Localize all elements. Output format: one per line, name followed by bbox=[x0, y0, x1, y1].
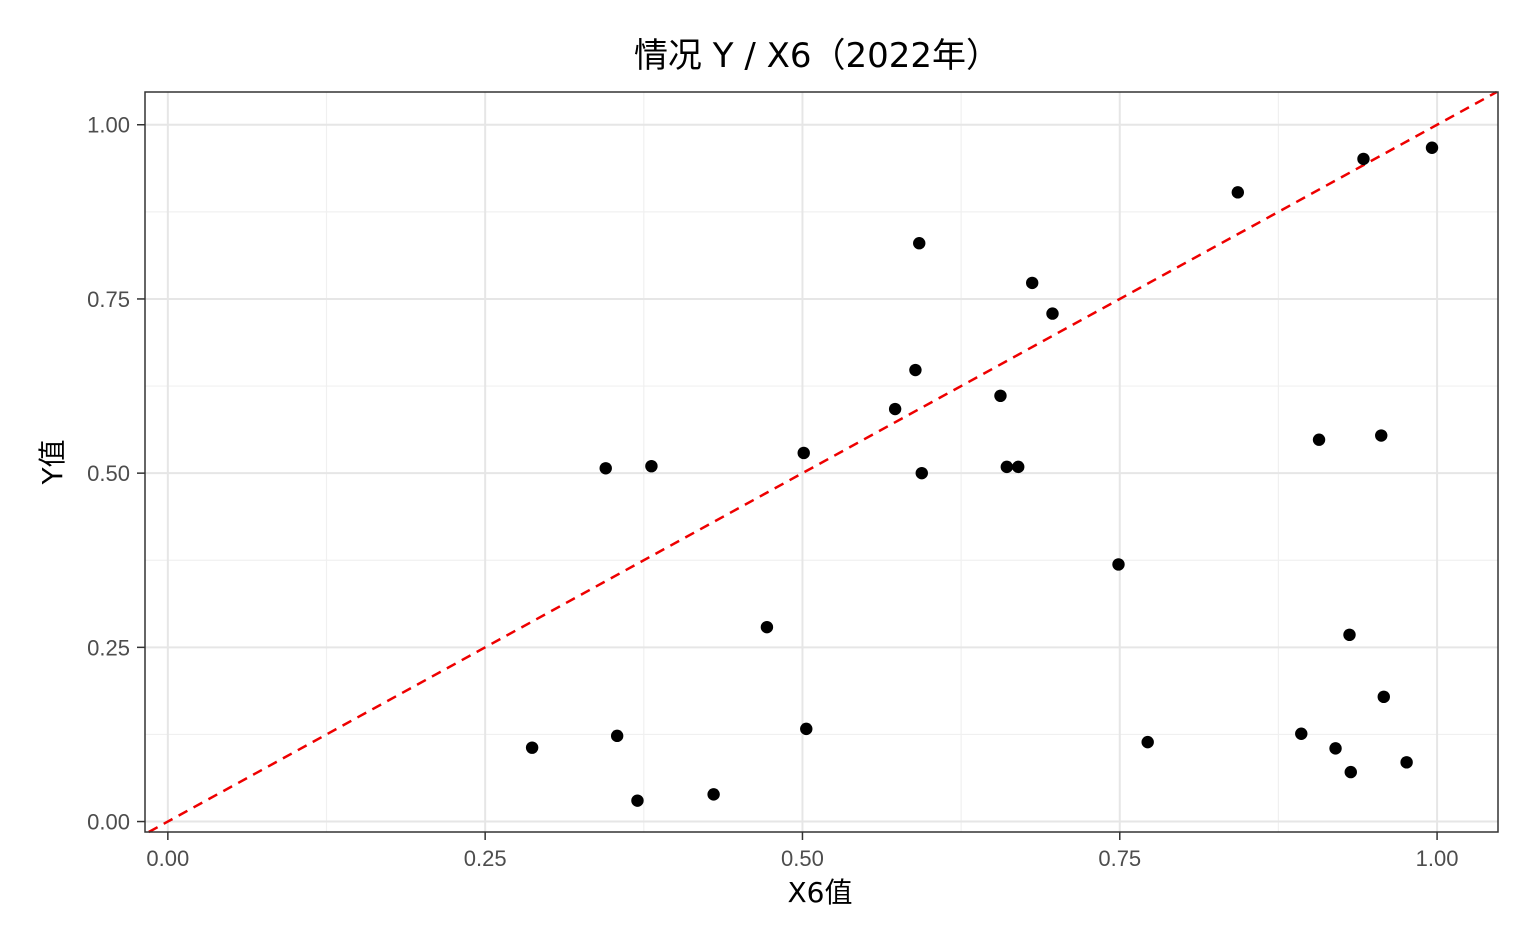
data-point bbox=[525, 741, 539, 754]
x-axis-title: X6值 bbox=[788, 876, 853, 909]
data-point bbox=[1141, 735, 1154, 749]
data-point bbox=[1343, 628, 1356, 642]
data-point bbox=[994, 389, 1007, 403]
y-axis-title: Y值 bbox=[36, 439, 69, 485]
reference-line-layer bbox=[148, 90, 1498, 834]
data-point bbox=[1375, 429, 1388, 442]
y-tick-label: 0.00 bbox=[87, 810, 130, 835]
reference-diagonal-line bbox=[148, 90, 1498, 834]
chart-title: 情况 Y / X6（2022年） bbox=[634, 36, 1000, 76]
data-point bbox=[1231, 186, 1245, 199]
data-points bbox=[525, 141, 1439, 807]
data-point bbox=[1377, 690, 1390, 704]
x-tick-label: 0.50 bbox=[781, 846, 824, 871]
data-point bbox=[915, 466, 928, 480]
data-point bbox=[1312, 433, 1326, 446]
x-tick-label: 0.75 bbox=[1098, 846, 1141, 871]
y-tick-label: 0.50 bbox=[87, 461, 130, 486]
data-point bbox=[888, 402, 902, 416]
data-point bbox=[1425, 141, 1439, 154]
data-point bbox=[1025, 276, 1039, 290]
data-point bbox=[1000, 460, 1014, 474]
data-point bbox=[1357, 152, 1370, 166]
x-tick-label: 0.00 bbox=[146, 846, 189, 871]
data-point bbox=[1012, 460, 1025, 474]
axes: 0.00 0.25 0.50 0.75 1.00 0.00 0.25 0.50 0.75 1.00 bbox=[87, 113, 1458, 871]
data-point bbox=[1046, 307, 1059, 320]
y-tick-label: 0.25 bbox=[87, 635, 130, 660]
data-point bbox=[760, 620, 774, 634]
data-point bbox=[1329, 742, 1342, 755]
data-point bbox=[631, 794, 644, 807]
x-tick-label: 1.00 bbox=[1416, 846, 1459, 871]
data-point bbox=[1295, 727, 1308, 740]
data-point bbox=[797, 446, 810, 460]
x-tick-label: 0.25 bbox=[464, 846, 507, 871]
data-point bbox=[909, 363, 922, 377]
y-tick-label: 1.00 bbox=[87, 113, 130, 138]
plot-panel-border bbox=[144, 91, 1499, 833]
y-tick-label: 0.75 bbox=[87, 287, 130, 312]
data-point bbox=[645, 459, 658, 473]
data-point bbox=[707, 788, 720, 801]
data-point bbox=[1344, 765, 1357, 779]
data-point bbox=[1112, 558, 1125, 571]
data-point bbox=[800, 722, 813, 736]
data-point bbox=[1400, 756, 1413, 769]
grid-lines bbox=[145, 92, 1498, 832]
data-point bbox=[599, 462, 612, 475]
data-point bbox=[913, 237, 926, 250]
data-point bbox=[610, 729, 624, 743]
